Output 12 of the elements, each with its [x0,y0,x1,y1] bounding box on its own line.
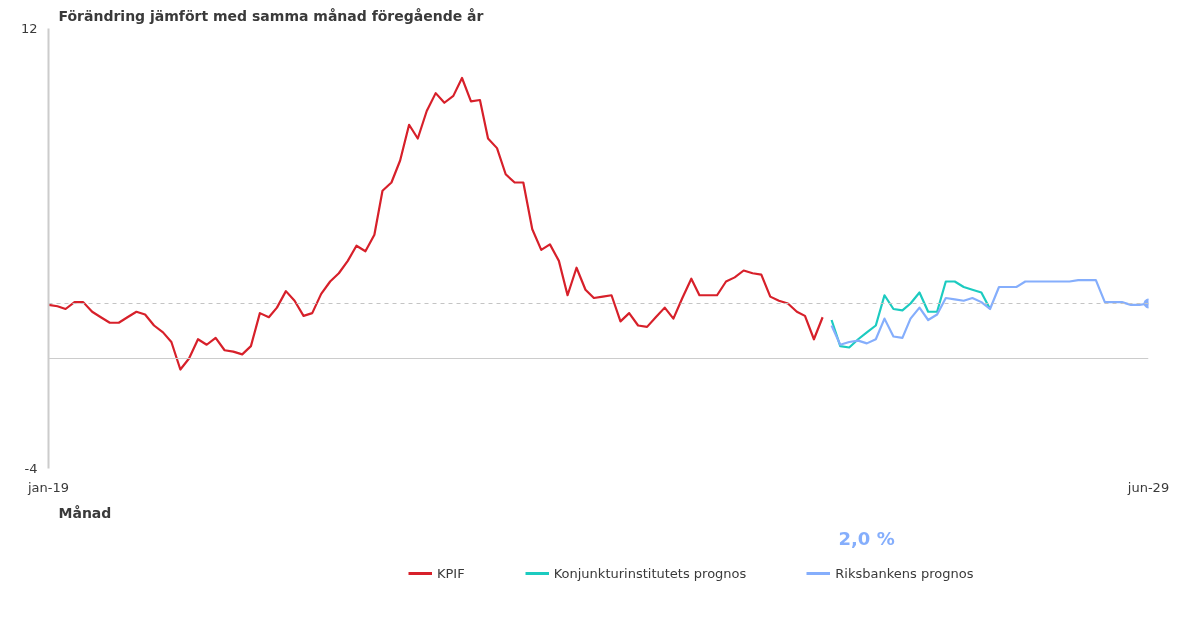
y-tick-label: -4 [24,461,38,476]
legend-label: Konjunkturinstitutets prognos [553,565,747,581]
line-series [830,280,992,349]
legend-label: Riksbankens prognos [835,565,974,581]
x-tick-label: jun-29 [1126,479,1170,495]
y-tick-label: 12 [20,21,38,36]
y-axis-title: Förändring jämfört med samma månad föregående år [58,7,484,24]
x-tick-label: jan-19 [26,479,70,495]
legend-label: KPIF [437,565,465,581]
line-series [48,76,824,371]
x-axis-title: Månad [58,504,112,521]
text: 2,0 % [838,527,895,549]
